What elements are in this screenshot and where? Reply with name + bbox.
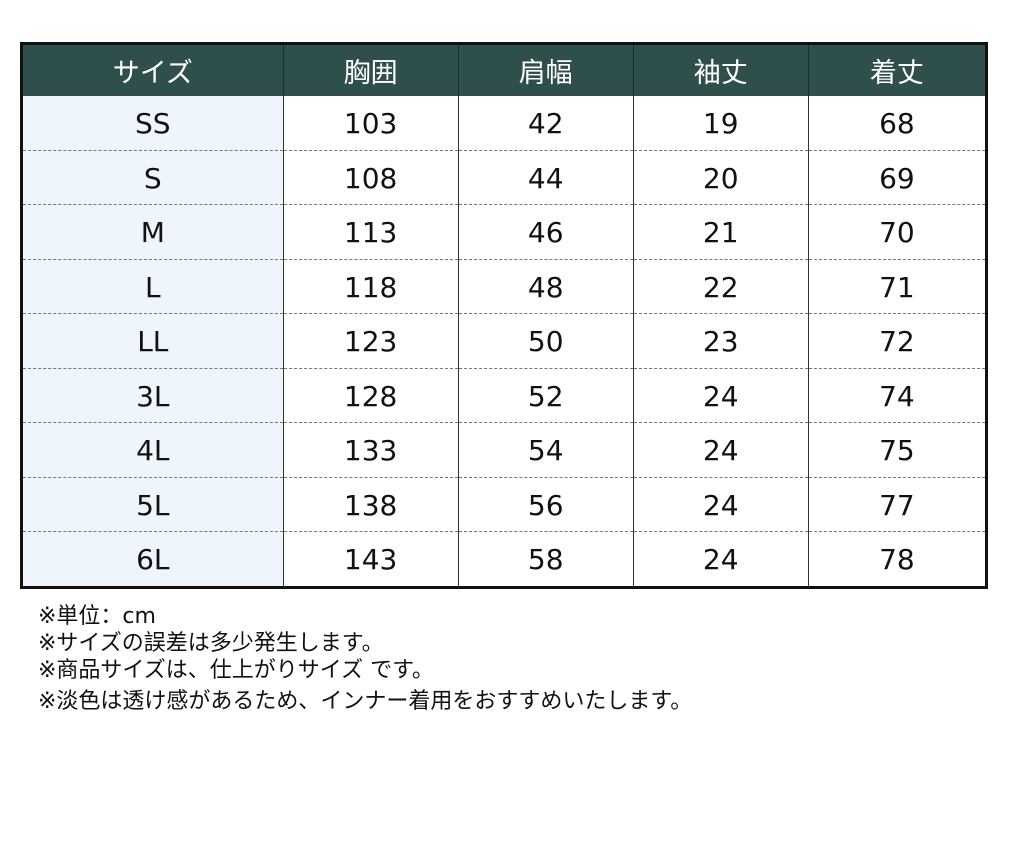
measurement-cell: 46: [457, 204, 634, 260]
measurement-cell: 24: [632, 422, 809, 478]
measurement-cell: 72: [807, 313, 987, 369]
table-row: 3L 128 52 24 74: [21, 368, 987, 423]
measurement-cell: 44: [457, 150, 634, 205]
size-cell: 4L: [21, 422, 284, 478]
measurement-cell: 128: [282, 368, 459, 423]
measurement-cell: 69: [807, 150, 987, 205]
measurement-cell: 113: [282, 204, 459, 260]
measurement-cell: 108: [282, 150, 459, 205]
measurement-cell: 78: [807, 531, 987, 587]
table-row: L 118 48 22 71: [21, 259, 987, 314]
note-size-error: ※サイズの誤差は多少発生します。: [38, 631, 384, 656]
measurement-cell: 23: [632, 313, 809, 369]
measurement-cell: 75: [807, 422, 987, 478]
note-unit: ※単位：cm: [38, 604, 156, 629]
measurement-cell: 143: [282, 531, 459, 587]
note-finished-size: ※商品サイズは、仕上がりサイズ です。: [38, 658, 434, 683]
measurement-cell: 68: [807, 96, 987, 151]
measurement-cell: 71: [807, 259, 987, 314]
column-header: 袖丈: [632, 43, 809, 96]
column-header: 胸囲: [282, 43, 459, 96]
table-row: 4L 133 54 24 75: [21, 422, 987, 478]
size-cell: M: [21, 204, 284, 260]
size-cell: 6L: [21, 531, 284, 587]
measurement-cell: 56: [457, 477, 634, 532]
table-row: SS 103 42 19 68: [21, 96, 987, 151]
measurement-cell: 103: [282, 96, 459, 151]
size-cell: 5L: [21, 477, 284, 532]
note-light-color: ※淡色は透け感があるため、インナー着用をおすすめいたします。: [38, 689, 693, 714]
size-cell: 3L: [21, 368, 284, 423]
size-cell: S: [21, 150, 284, 205]
measurement-cell: 133: [282, 422, 459, 478]
measurement-cell: 20: [632, 150, 809, 205]
column-header: 肩幅: [457, 43, 634, 96]
notes: ※単位：cm ※サイズの誤差は多少発生します。 ※商品サイズは、仕上がりサイズ …: [38, 603, 692, 715]
measurement-cell: 70: [807, 204, 987, 260]
measurement-cell: 24: [632, 477, 809, 532]
table-row: M 113 46 21 70: [21, 204, 987, 260]
table-header-row: サイズ 胸囲 肩幅 袖丈 着丈: [21, 43, 987, 96]
measurement-cell: 24: [632, 368, 809, 423]
measurement-cell: 42: [457, 96, 634, 151]
column-header: サイズ: [21, 43, 284, 96]
measurement-cell: 77: [807, 477, 987, 532]
measurement-cell: 50: [457, 313, 634, 369]
size-table: サイズ 胸囲 肩幅 袖丈 着丈 SS 103 42 19 68 S 108 44 20 69 M 113 46 2…: [20, 42, 988, 589]
measurement-cell: 74: [807, 368, 987, 423]
measurement-cell: 24: [632, 531, 809, 587]
measurement-cell: 123: [282, 313, 459, 369]
measurement-cell: 58: [457, 531, 634, 587]
measurement-cell: 48: [457, 259, 634, 314]
size-cell: L: [21, 259, 284, 314]
measurement-cell: 22: [632, 259, 809, 314]
size-cell: LL: [21, 313, 284, 369]
measurement-cell: 19: [632, 96, 809, 151]
column-header: 着丈: [807, 43, 987, 96]
table-row: 5L 138 56 24 77: [21, 477, 987, 532]
measurement-cell: 138: [282, 477, 459, 532]
measurement-cell: 52: [457, 368, 634, 423]
measurement-cell: 118: [282, 259, 459, 314]
measurement-cell: 21: [632, 204, 809, 260]
size-cell: SS: [21, 96, 284, 151]
table-row: S 108 44 20 69: [21, 150, 987, 205]
table-row: 6L 143 58 24 78: [21, 531, 987, 587]
table-row: LL 123 50 23 72: [21, 313, 987, 369]
measurement-cell: 54: [457, 422, 634, 478]
